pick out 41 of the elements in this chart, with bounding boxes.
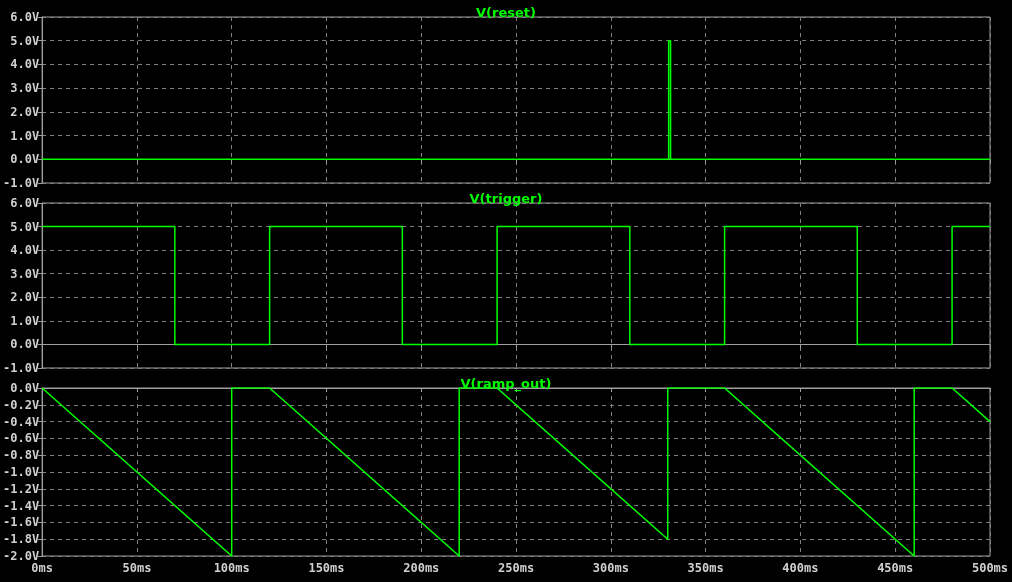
- y-tick-label: -0.2V: [3, 397, 40, 412]
- x-tick-label: 350ms: [687, 561, 724, 575]
- y-tick-label: 4.0V: [10, 57, 40, 72]
- x-tick-label: 0ms: [31, 561, 53, 575]
- y-tick-label: -0.8V: [3, 448, 40, 463]
- y-tick-label: 2.0V: [10, 290, 40, 305]
- y-tick-label: 1.0V: [10, 313, 40, 328]
- x-tick-label: 300ms: [592, 561, 629, 575]
- y-tick-label: -1.0V: [3, 361, 40, 375]
- x-tick-label: 500ms: [971, 561, 1009, 575]
- y-tick-label: 0.0V: [10, 152, 40, 167]
- x-tick-label: 200ms: [403, 561, 440, 575]
- y-tick-label: 6.0V: [10, 196, 40, 210]
- x-tick-label: 250ms: [498, 561, 535, 575]
- y-tick-label: -1.0V: [3, 465, 40, 479]
- chart-title: V(trigger): [469, 191, 543, 206]
- x-tick-label: 400ms: [782, 561, 819, 575]
- y-tick-label: 5.0V: [10, 219, 40, 234]
- y-tick-label: -1.4V: [3, 498, 40, 513]
- chart-title: V(ramp_out): [460, 376, 552, 392]
- y-tick-label: 2.0V: [10, 104, 40, 119]
- x-tick-label: 150ms: [308, 561, 345, 575]
- y-tick-label: -0.6V: [3, 431, 40, 446]
- y-tick-label: 4.0V: [10, 243, 40, 258]
- y-tick-label: 3.0V: [10, 266, 40, 281]
- y-tick-label: 3.0V: [10, 81, 40, 96]
- y-tick-label: 6.0V: [10, 10, 40, 24]
- y-tick-label: -2.0V: [3, 549, 40, 563]
- chart-title: V(reset): [476, 5, 536, 20]
- y-tick-label: -1.2V: [3, 481, 40, 496]
- y-tick-label: -1.8V: [3, 532, 40, 547]
- y-tick-label: -1.0V: [3, 176, 40, 190]
- y-tick-label: -0.4V: [3, 414, 40, 429]
- y-tick-label: -1.6V: [3, 515, 40, 530]
- y-tick-label: 0.0V: [10, 381, 40, 395]
- x-tick-label: 50ms: [122, 561, 152, 575]
- y-tick-label: 5.0V: [10, 33, 40, 48]
- y-tick-label: 1.0V: [10, 128, 40, 143]
- y-tick-label: 0.0V: [10, 337, 40, 352]
- x-tick-label: 450ms: [877, 561, 914, 575]
- x-tick-label: 100ms: [213, 561, 250, 575]
